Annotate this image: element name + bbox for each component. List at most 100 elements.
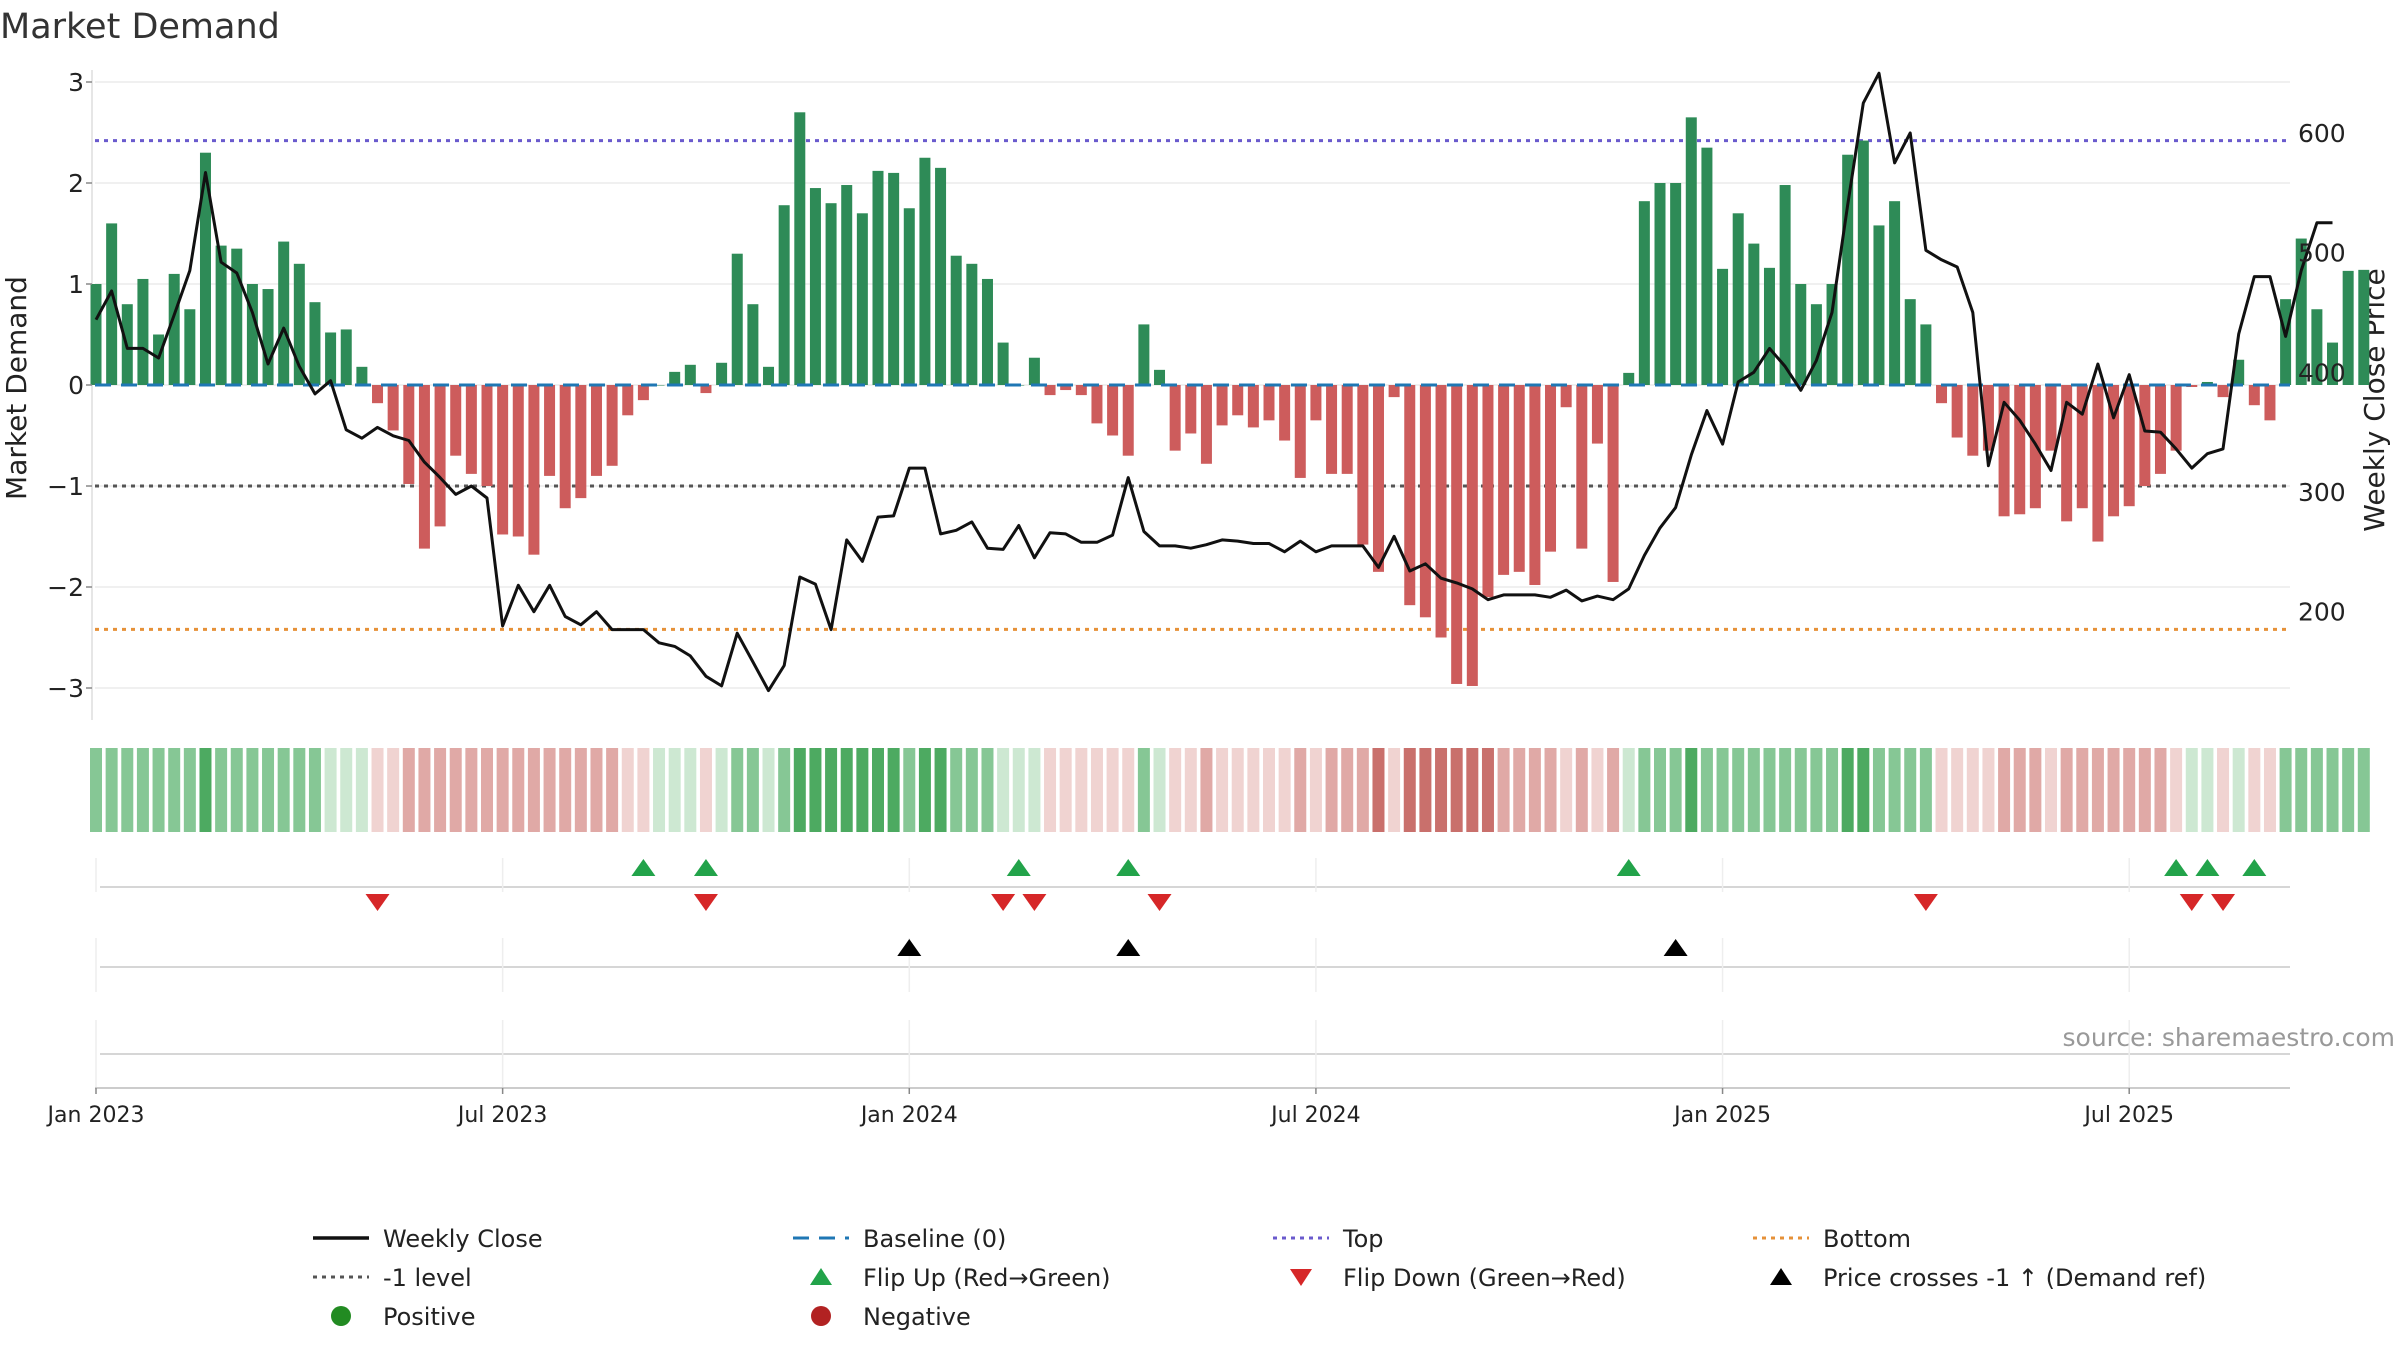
demand-bar — [1701, 147, 1713, 385]
demand-bar — [2186, 385, 2198, 388]
flip-down-marker — [1022, 894, 1047, 911]
x-tick-label: Jul 2025 — [2082, 1103, 2174, 1128]
demand-bar — [544, 385, 556, 476]
state-cell — [1544, 748, 1557, 832]
y-tick-label: 2 — [68, 169, 84, 198]
legend-item-positive: Positive — [331, 1303, 476, 1331]
flip-down-marker — [693, 894, 718, 911]
demand-bar — [1075, 385, 1087, 396]
demand-bar — [716, 362, 728, 385]
demand-bar — [825, 203, 837, 385]
state-cell — [2170, 748, 2183, 832]
state-cell — [1200, 748, 1213, 832]
state-cell — [1153, 748, 1166, 832]
demand-bar — [278, 241, 290, 385]
state-cell — [1184, 748, 1197, 832]
demand-bar — [1341, 385, 1353, 474]
state-cell — [1607, 748, 1620, 832]
demand-bar — [325, 332, 337, 385]
state-cell — [1872, 748, 1885, 832]
demand-bar — [903, 208, 915, 385]
demand-bar — [356, 366, 368, 385]
demand-bar — [2327, 342, 2339, 385]
state-cell — [90, 748, 102, 832]
state-cell — [1028, 748, 1041, 832]
state-cell — [496, 748, 509, 832]
demand-bar — [387, 385, 399, 431]
y2-tick-label: 300 — [2298, 478, 2346, 507]
legend-label: -1 level — [383, 1264, 472, 1292]
demand-bar — [2201, 381, 2213, 385]
state-cell — [1497, 748, 1510, 832]
state-cell — [2357, 748, 2370, 832]
demand-bar — [1529, 385, 1541, 585]
legend-item-flip-up: Flip Up (Red→Green) — [810, 1264, 1111, 1292]
demand-bar — [1607, 385, 1619, 582]
demand-bar — [747, 304, 759, 385]
demand-bar — [1857, 140, 1869, 385]
demand-bar — [888, 172, 900, 385]
state-cell — [308, 748, 321, 832]
y2-axis-ticks: 600 500 400 300 200 — [2298, 119, 2346, 627]
price-cross-marker — [1116, 939, 1141, 956]
demand-bar — [1357, 385, 1369, 545]
demand-bar — [997, 342, 1009, 385]
demand-bar — [1904, 299, 1916, 385]
state-cell — [606, 748, 619, 832]
demand-bar — [1091, 385, 1103, 424]
state-cell — [215, 748, 228, 832]
state-cell — [1716, 748, 1729, 832]
state-cell — [387, 748, 400, 832]
demand-bar — [2248, 385, 2260, 406]
demand-bar — [1951, 385, 1963, 438]
demand-bar — [2061, 385, 2073, 522]
demand-bar — [872, 170, 884, 385]
state-cell — [1309, 748, 1322, 832]
y2-tick-label: 500 — [2298, 239, 2346, 268]
state-cell — [621, 748, 634, 832]
demand-bar — [1685, 117, 1697, 385]
state-cell — [872, 748, 884, 832]
state-cell — [668, 748, 681, 832]
state-cell — [778, 748, 791, 832]
state-cell — [1982, 748, 1995, 832]
state-cell — [465, 748, 478, 832]
demand-bar — [1967, 385, 1979, 456]
flip-down-marker — [991, 894, 1016, 911]
flip-up-marker — [631, 859, 656, 876]
demand-bar — [528, 385, 540, 555]
demand-bar — [1185, 385, 1197, 434]
y-tick-label: 0 — [68, 371, 84, 400]
state-cell — [152, 748, 165, 832]
reference-lines — [95, 139, 2290, 631]
y-axis-ticks: 3 2 1 0 −1 −2 −3 — [47, 68, 92, 703]
flip-down-marker — [1147, 894, 1172, 911]
demand-bar — [1623, 372, 1635, 385]
demand-bar — [153, 334, 165, 385]
state-cell — [1247, 748, 1260, 832]
state-cell — [105, 748, 118, 832]
state-cell — [793, 748, 806, 832]
demand-bar — [1044, 385, 1056, 396]
demand-bar — [2154, 385, 2166, 474]
demand-bar — [293, 263, 305, 385]
legend-swatch — [1290, 1269, 1312, 1286]
demand-bar — [418, 385, 430, 549]
state-cell — [762, 748, 775, 832]
chart-title: Market Demand — [0, 7, 280, 47]
demand-bar — [2342, 270, 2354, 385]
demand-bar — [1435, 385, 1447, 638]
state-cell — [1654, 748, 1666, 832]
state-cell — [1012, 748, 1025, 832]
state-cell — [1435, 748, 1448, 832]
demand-bar — [763, 366, 775, 385]
legend-item-top: Top — [1273, 1225, 1384, 1253]
demand-bar — [1372, 385, 1384, 572]
state-cell — [1622, 748, 1635, 832]
state-cell — [1466, 748, 1479, 832]
demand-bar — [606, 385, 618, 466]
state-cell — [840, 748, 853, 832]
legend-swatch — [810, 1268, 832, 1285]
state-cell — [2138, 748, 2151, 832]
state-cell — [699, 748, 712, 832]
